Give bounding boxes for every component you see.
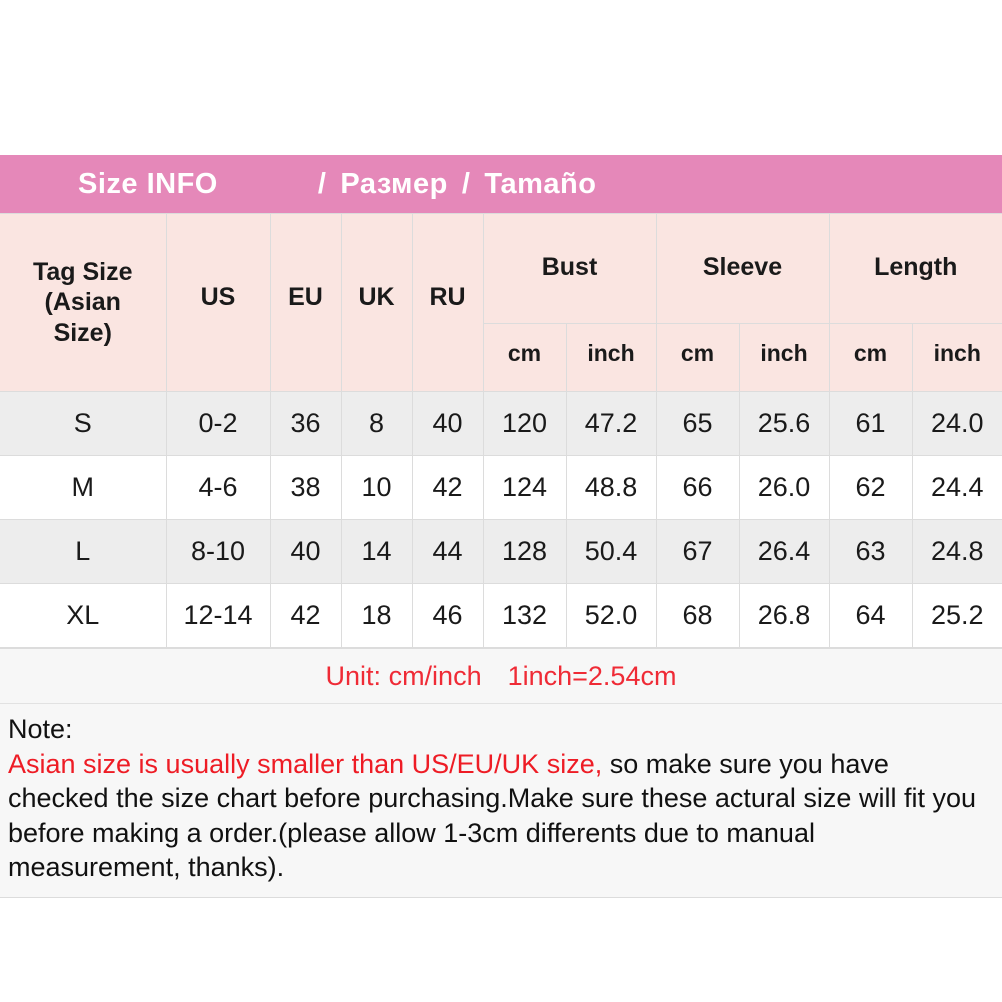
title-tamano: Tamaño bbox=[484, 167, 597, 200]
size-info-title-band: Size INFO / Размер / Tamaño bbox=[0, 155, 1002, 213]
header-uk: UK bbox=[340, 213, 413, 392]
cell-ru: 42 bbox=[411, 455, 484, 520]
header-ru: RU bbox=[411, 213, 484, 392]
cell-eu: 36 bbox=[269, 391, 342, 456]
table-body: S 0-2 36 8 40 120 47.2 65 25.6 61 24.0 M… bbox=[0, 391, 1002, 648]
cell-eu: 42 bbox=[269, 583, 342, 648]
cell-eu: 40 bbox=[269, 519, 342, 584]
cell-tag-size: XL bbox=[0, 583, 167, 648]
cell-us: 12-14 bbox=[165, 583, 271, 648]
cell-uk: 14 bbox=[340, 519, 413, 584]
header-sleeve: Sleeve bbox=[655, 213, 830, 324]
cell-tag-size: S bbox=[0, 391, 167, 456]
cell-bust-inch: 48.8 bbox=[565, 455, 657, 520]
note-heading: Note: bbox=[8, 714, 73, 744]
cell-ru: 44 bbox=[411, 519, 484, 584]
cell-uk: 18 bbox=[340, 583, 413, 648]
header-bust-inch: inch bbox=[565, 323, 657, 392]
unit-row: Unit: cm/inch 1inch=2.54cm bbox=[0, 648, 1002, 704]
note-red-text: Asian size is usually smaller than US/EU… bbox=[8, 748, 603, 779]
size-chart: Size INFO / Размер / Tamaño Tag Size (As… bbox=[0, 155, 1002, 898]
cell-length-inch: 24.0 bbox=[911, 391, 1002, 456]
note-body: Asian size is usually smaller than US/EU… bbox=[8, 747, 994, 885]
cell-bust-cm: 124 bbox=[482, 455, 567, 520]
cell-sleeve-inch: 25.6 bbox=[738, 391, 830, 456]
cell-length-cm: 64 bbox=[828, 583, 913, 648]
cell-sleeve-inch: 26.4 bbox=[738, 519, 830, 584]
cell-sleeve-cm: 65 bbox=[655, 391, 740, 456]
cell-length-cm: 63 bbox=[828, 519, 913, 584]
cell-us: 4-6 bbox=[165, 455, 271, 520]
cell-bust-inch: 47.2 bbox=[565, 391, 657, 456]
cell-tag-size: M bbox=[0, 455, 167, 520]
table-header: Tag Size (Asian Size) US EU UK RU Bust S… bbox=[0, 213, 1002, 392]
cell-uk: 10 bbox=[340, 455, 413, 520]
cell-bust-inch: 50.4 bbox=[565, 519, 657, 584]
cell-tag-size: L bbox=[0, 519, 167, 584]
cell-sleeve-cm: 67 bbox=[655, 519, 740, 584]
note-black-text: so make sure you have checked the size c… bbox=[8, 748, 976, 883]
cell-us: 0-2 bbox=[165, 391, 271, 456]
title-separator-1: / bbox=[317, 167, 327, 200]
note-block: Note: Asian size is usually smaller than… bbox=[0, 704, 1002, 898]
cell-ru: 40 bbox=[411, 391, 484, 456]
unit-conversion: 1inch=2.54cm bbox=[507, 660, 677, 691]
header-length-inch: inch bbox=[911, 323, 1002, 392]
cell-ru: 46 bbox=[411, 583, 484, 648]
table-row: XL 12-14 42 18 46 132 52.0 68 26.8 64 25… bbox=[0, 583, 1002, 648]
cell-length-inch: 24.8 bbox=[911, 519, 1002, 584]
cell-length-inch: 25.2 bbox=[911, 583, 1002, 648]
header-bust-cm: cm bbox=[483, 323, 567, 392]
title-size-info: Size INFO bbox=[78, 167, 218, 200]
header-us: US bbox=[165, 213, 271, 392]
cell-bust-cm: 128 bbox=[482, 519, 567, 584]
header-sleeve-cm: cm bbox=[655, 323, 740, 392]
cell-sleeve-cm: 66 bbox=[655, 455, 740, 520]
cell-bust-cm: 132 bbox=[482, 583, 567, 648]
cell-sleeve-cm: 68 bbox=[655, 583, 740, 648]
cell-length-inch: 24.4 bbox=[911, 455, 1002, 520]
table-row: S 0-2 36 8 40 120 47.2 65 25.6 61 24.0 bbox=[0, 391, 1002, 456]
header-row-groups: Tag Size (Asian Size) US EU UK RU Bust S… bbox=[0, 213, 1002, 392]
cell-sleeve-inch: 26.8 bbox=[738, 583, 830, 648]
cell-eu: 38 bbox=[269, 455, 342, 520]
cell-length-cm: 61 bbox=[828, 391, 913, 456]
header-tag-size: Tag Size (Asian Size) bbox=[0, 213, 167, 392]
header-length: Length bbox=[828, 213, 1002, 324]
header-row-units: cm inch cm inch cm inch bbox=[0, 323, 1002, 392]
cell-length-cm: 62 bbox=[828, 455, 913, 520]
title-separator-2: / bbox=[461, 167, 471, 200]
header-eu: EU bbox=[269, 213, 342, 392]
cell-uk: 8 bbox=[340, 391, 413, 456]
cell-bust-inch: 52.0 bbox=[565, 583, 657, 648]
header-length-cm: cm bbox=[828, 323, 913, 392]
cell-sleeve-inch: 26.0 bbox=[738, 455, 830, 520]
cell-bust-cm: 120 bbox=[482, 391, 567, 456]
table-row: M 4-6 38 10 42 124 48.8 66 26.0 62 24.4 bbox=[0, 455, 1002, 520]
table-row: L 8-10 40 14 44 128 50.4 67 26.4 63 24.8 bbox=[0, 519, 1002, 584]
header-bust: Bust bbox=[482, 213, 657, 324]
unit-label: Unit: cm/inch bbox=[325, 660, 482, 691]
header-sleeve-inch: inch bbox=[738, 323, 830, 392]
cell-us: 8-10 bbox=[165, 519, 271, 584]
size-table: Tag Size (Asian Size) US EU UK RU Bust S… bbox=[0, 213, 1002, 648]
title-razmer: Размер bbox=[340, 167, 448, 200]
